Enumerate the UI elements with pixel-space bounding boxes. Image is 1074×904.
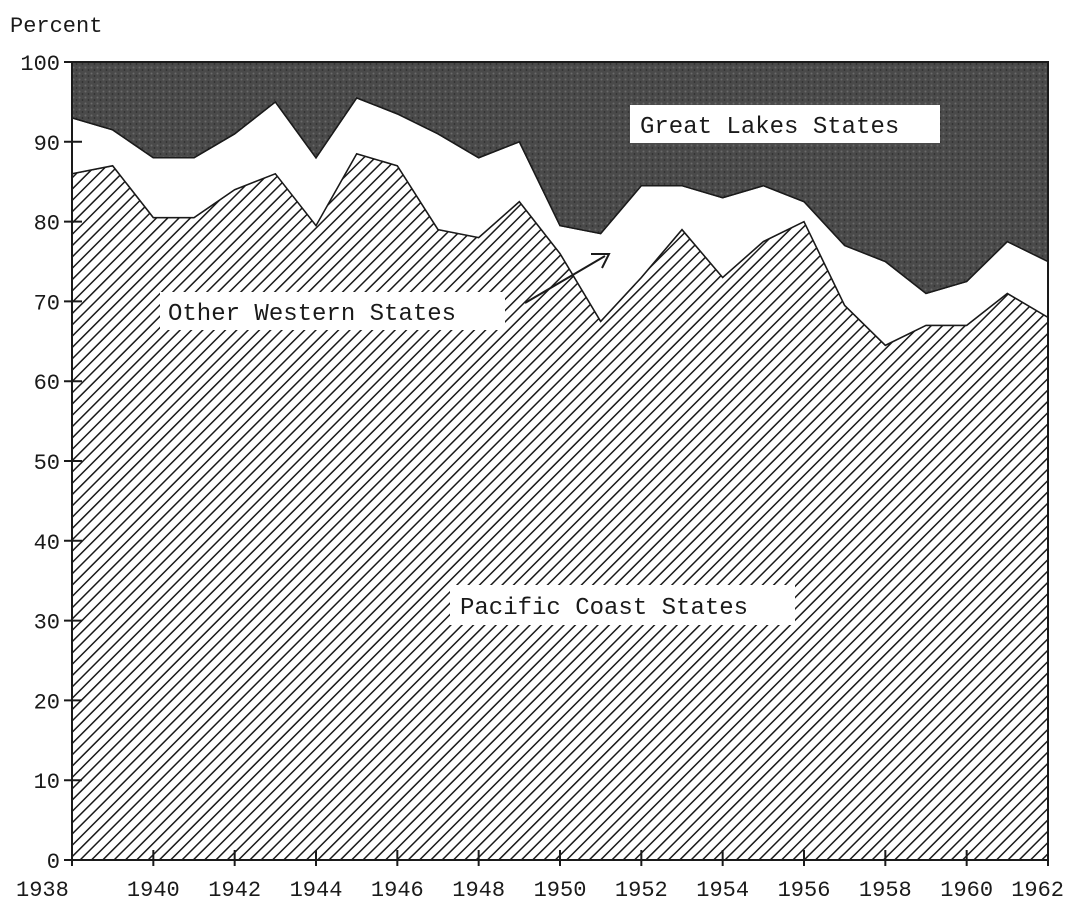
x-axis: 1938 1940 1942 1944 1946 1948 1950 1952 1954 1956… [16, 850, 1064, 903]
label-pacific-coast: Pacific Coast States [450, 585, 795, 625]
pointer-arrow [524, 253, 611, 304]
label-great-lakes: Great Lakes States [630, 105, 940, 143]
plot-areas [71, 61, 1049, 861]
label-great-lakes-text: Great Lakes States [640, 114, 899, 141]
y-tick-label: 100 [20, 52, 60, 77]
x-tick-label: 1944 [290, 878, 343, 903]
y-axis: 0 10 20 30 40 50 60 70 80 90 100 [20, 52, 82, 875]
x-tick-label: 1942 [208, 878, 261, 903]
y-tick-label: 50 [34, 451, 60, 476]
x-tick-label: 1962 [1011, 878, 1064, 903]
label-other-western-text: Other Western States [168, 301, 456, 328]
y-tick-label: 30 [34, 611, 60, 636]
x-tick-label: 1954 [696, 878, 749, 903]
y-tick-label: 60 [34, 371, 60, 396]
x-tick-label: 1960 [940, 878, 993, 903]
x-tick-label: 1946 [371, 878, 424, 903]
x-tick-label: 1938 [16, 878, 69, 903]
x-tick-label: 1952 [615, 878, 668, 903]
x-tick-label: 1950 [534, 878, 587, 903]
y-tick-label: 40 [34, 531, 60, 556]
y-tick-label: 70 [34, 291, 60, 316]
x-tick-label: 1958 [859, 878, 912, 903]
y-tick-label: 20 [34, 690, 60, 715]
x-tick-label: 1940 [127, 878, 180, 903]
x-tick-label: 1956 [778, 878, 831, 903]
y-axis-title: Percent [10, 14, 102, 39]
y-tick-label: 0 [47, 850, 60, 875]
label-other-western: Other Western States [160, 292, 505, 330]
y-tick-label: 80 [34, 212, 60, 237]
x-tick-label: 1948 [452, 878, 505, 903]
y-tick-label: 10 [34, 770, 60, 795]
y-tick-label: 90 [34, 132, 60, 157]
label-pacific-coast-text: Pacific Coast States [460, 595, 748, 622]
